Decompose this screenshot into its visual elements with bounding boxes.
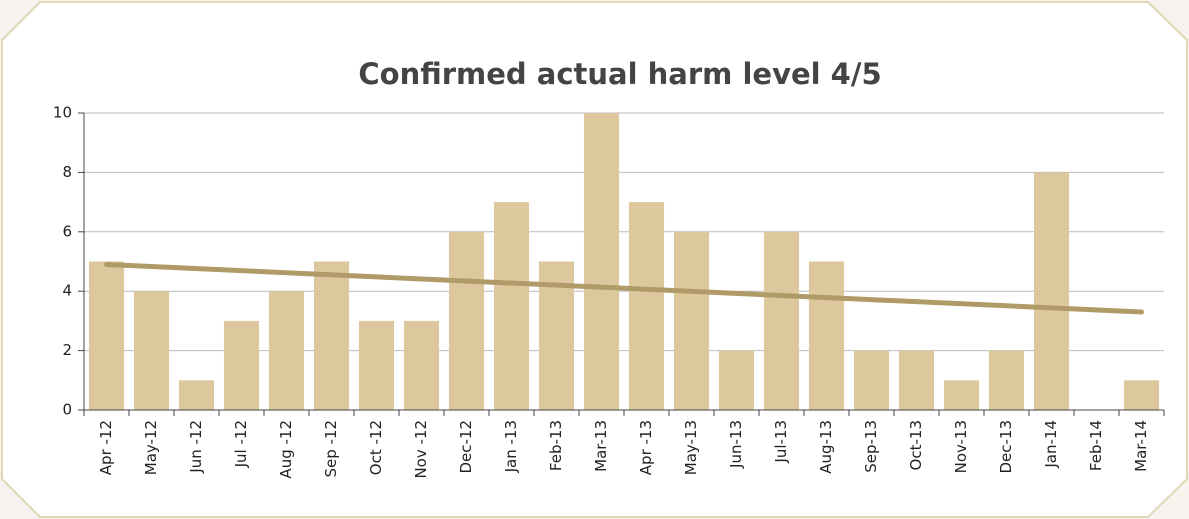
bar xyxy=(853,350,890,410)
bar xyxy=(223,320,260,410)
x-tick-label: Mar-13 xyxy=(592,420,610,472)
x-tick-label: Nov -12 xyxy=(412,420,430,479)
x-tick-label: Jul-13 xyxy=(772,420,790,464)
y-tick-label: 6 xyxy=(62,222,72,240)
bar xyxy=(1123,380,1160,410)
bar xyxy=(358,320,395,410)
x-tick-label: Jul -12 xyxy=(232,420,250,468)
x-tick-label: Nov-13 xyxy=(952,420,970,473)
trend-line xyxy=(104,261,1144,315)
bar xyxy=(628,202,665,410)
bar xyxy=(988,350,1025,410)
x-tick-label: Feb-14 xyxy=(1087,420,1105,471)
bar xyxy=(403,320,440,410)
x-tick-label: Dec-13 xyxy=(997,420,1015,474)
x-tick-label: Jan-14 xyxy=(1042,420,1060,469)
x-tick-label: Sep -12 xyxy=(322,420,340,478)
x-tick-label: Jan -13 xyxy=(502,420,520,473)
bar xyxy=(313,261,350,410)
bar xyxy=(808,261,845,410)
y-tick-label: 10 xyxy=(53,104,72,122)
x-tick-label: Apr -12 xyxy=(97,420,115,475)
bar xyxy=(943,380,980,410)
y-tick-label: 0 xyxy=(62,401,72,419)
x-tick-label: Aug -12 xyxy=(277,420,295,479)
x-tick-label: Apr -13 xyxy=(637,420,655,475)
x-tick-label: Oct -12 xyxy=(367,420,385,475)
bar xyxy=(898,350,935,410)
y-tick-label: 2 xyxy=(62,341,72,359)
bar xyxy=(178,380,215,410)
bar xyxy=(493,202,530,410)
x-tick-label: Feb-13 xyxy=(547,420,565,471)
bar xyxy=(1033,172,1070,410)
y-tick-label: 8 xyxy=(62,163,72,181)
x-tick-label: May-13 xyxy=(682,420,700,475)
y-tick-label: 4 xyxy=(62,282,72,300)
chart-title: Confirmed actual harm level 4/5 xyxy=(358,57,881,91)
bar xyxy=(448,231,485,410)
x-tick-label: Mar-14 xyxy=(1132,420,1150,472)
x-tick-label: Jun-13 xyxy=(727,420,745,469)
bar xyxy=(88,261,125,410)
bar xyxy=(583,113,620,410)
bar xyxy=(763,231,800,410)
bar xyxy=(718,350,755,410)
x-tick-label: Jun -12 xyxy=(187,420,205,474)
x-tick-label: May-12 xyxy=(142,420,160,475)
x-tick-label: Oct-13 xyxy=(907,420,925,470)
bar xyxy=(673,231,710,410)
x-tick-label: Sep-13 xyxy=(862,420,880,473)
bar xyxy=(133,291,170,410)
x-tick-label: Aug-13 xyxy=(817,420,835,474)
x-tick-label: Dec-12 xyxy=(457,420,475,474)
bar xyxy=(268,291,305,410)
